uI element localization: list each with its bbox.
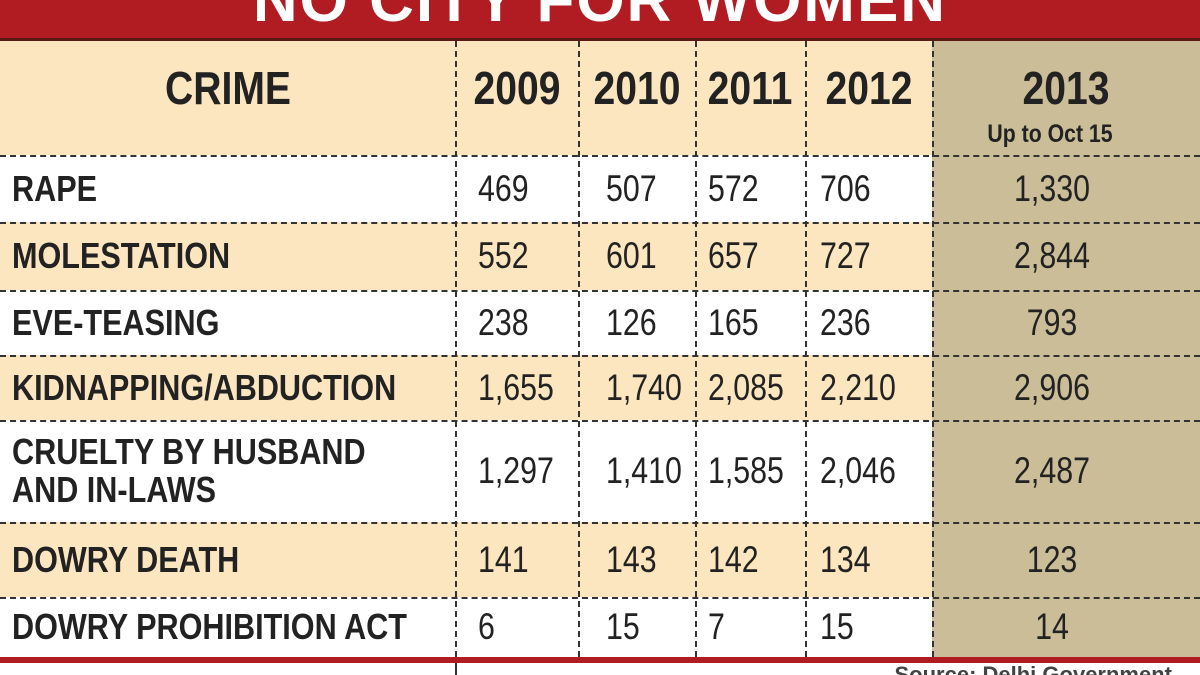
title-rule — [0, 38, 1200, 41]
column-header: 2009 — [473, 62, 560, 114]
header-2013 — [932, 41, 1200, 155]
column-divider — [932, 41, 934, 657]
row-bg-2013 — [932, 597, 1200, 657]
row-bg-2013 — [932, 355, 1200, 420]
column-divider — [455, 663, 457, 675]
value-2013: 2,487 — [1014, 450, 1090, 491]
value-2013: 2,844 — [1014, 235, 1090, 276]
column-header: 2013 — [1022, 62, 1110, 114]
value: 507 — [606, 167, 657, 209]
crime-label: MOLESTATION — [12, 235, 231, 276]
crime-label: EVE-TEASING — [12, 301, 220, 343]
value: 238 — [478, 301, 529, 343]
value: 236 — [820, 301, 871, 343]
row-bg — [0, 222, 932, 290]
value: 6 — [478, 606, 495, 647]
value-2013: 2,906 — [1014, 366, 1090, 408]
value: 1,297 — [478, 450, 554, 491]
value-2013: 123 — [1026, 538, 1078, 580]
value: 601 — [606, 235, 657, 276]
row-divider — [0, 522, 1200, 524]
column-divider — [695, 41, 697, 657]
column-header: CRIME — [164, 62, 291, 114]
column-divider — [455, 41, 457, 657]
bottom-rule — [0, 657, 1200, 663]
source: Source: Delhi Government — [894, 662, 1172, 675]
row-bg-2013 — [932, 155, 1200, 222]
row-bg — [0, 155, 932, 222]
row-divider — [0, 290, 1200, 292]
row-bg-2013 — [932, 290, 1200, 355]
crime-label: DOWRY PROHIBITION ACT — [12, 606, 407, 647]
title: NO CITY FOR WOMEN — [252, 0, 948, 35]
row-bg-2013 — [932, 222, 1200, 290]
value: 126 — [606, 301, 657, 343]
title-band — [0, 0, 1200, 38]
value: 706 — [820, 167, 871, 209]
value: 1,585 — [708, 450, 784, 491]
value: 1,410 — [606, 450, 682, 491]
value: 727 — [820, 235, 871, 276]
row-bg — [0, 420, 932, 522]
row-bg-2013 — [932, 420, 1200, 522]
value-2013: 793 — [1026, 301, 1078, 343]
value: 134 — [820, 538, 871, 580]
row-divider — [0, 155, 1200, 157]
value: 2,085 — [708, 366, 784, 408]
value-2013: 1,330 — [1014, 167, 1090, 209]
value-2013: 14 — [1035, 606, 1069, 647]
value: 142 — [708, 538, 759, 580]
value: 657 — [708, 235, 759, 276]
value: 143 — [606, 538, 657, 580]
row-divider — [0, 420, 1200, 422]
value: 2,046 — [820, 450, 896, 491]
value: 2,210 — [820, 366, 896, 408]
row-bg — [0, 355, 932, 420]
row-bg — [0, 522, 932, 597]
column-header: 2012 — [825, 62, 912, 114]
value: 552 — [478, 235, 529, 276]
value: 1,655 — [478, 366, 554, 408]
column-divider — [805, 41, 807, 657]
row-divider — [0, 355, 1200, 357]
column-header: 2011 — [707, 62, 793, 114]
value: 15 — [820, 606, 854, 647]
row-divider — [0, 222, 1200, 224]
column-header: 2010 — [593, 62, 680, 114]
row-bg-2013 — [932, 522, 1200, 597]
row-bg — [0, 290, 932, 355]
value: 469 — [478, 167, 529, 209]
value: 1,740 — [606, 366, 682, 408]
crime-label: RAPE — [12, 167, 98, 209]
header-row — [0, 41, 932, 155]
column-note: Up to Oct 15 — [987, 120, 1113, 148]
value: 141 — [478, 538, 529, 580]
crime-label: KIDNAPPING/ABDUCTION — [12, 366, 397, 408]
value: 7 — [708, 606, 725, 647]
crime-label: DOWRY DEATH — [12, 538, 240, 580]
column-divider — [578, 41, 580, 657]
row-bg — [0, 597, 932, 657]
row-divider — [0, 597, 1200, 599]
value: 165 — [708, 301, 759, 343]
crime-label: CRUELTY BY HUSBAND AND IN-LAWS — [12, 431, 366, 510]
value: 15 — [606, 606, 640, 647]
value: 572 — [708, 167, 759, 209]
